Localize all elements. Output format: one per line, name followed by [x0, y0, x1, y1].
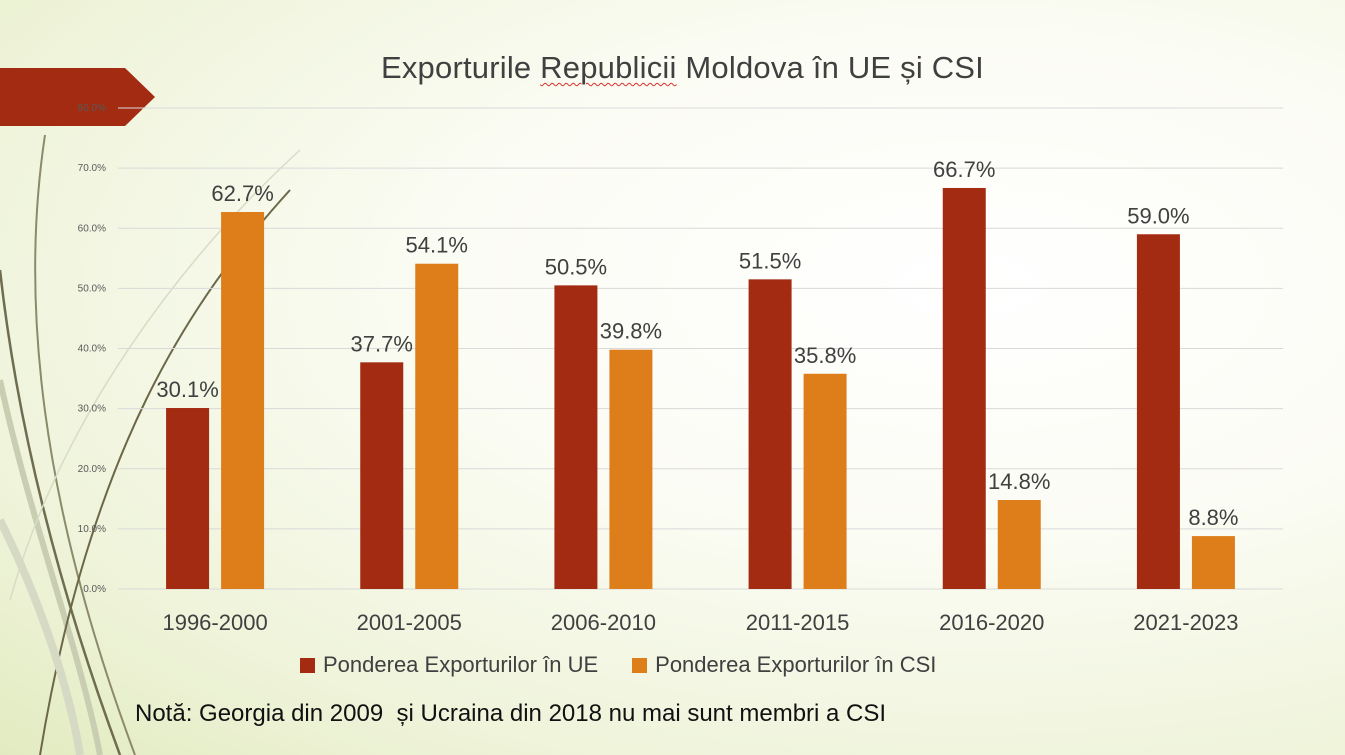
title-banner-arrow — [0, 68, 155, 126]
bar-csi — [803, 373, 847, 589]
category-label: 2021-2023 — [1133, 610, 1238, 635]
data-label: 59.0% — [1127, 203, 1189, 228]
legend: Ponderea Exporturilor în UE Ponderea Exp… — [300, 652, 936, 678]
data-label: 37.7% — [351, 331, 413, 356]
y-tick-label: 10.0% — [78, 524, 106, 535]
chart-title: Exporturile Republicii Moldova în UE și … — [0, 50, 1345, 86]
legend-label-ue: Ponderea Exporturilor în UE — [323, 652, 599, 677]
legend-label-csi: Ponderea Exporturilor în CSI — [655, 652, 937, 677]
data-label: 54.1% — [406, 233, 468, 258]
bar-ue — [554, 285, 598, 589]
y-tick-label: 20.0% — [78, 464, 106, 475]
category-label: 2016-2020 — [939, 610, 1044, 635]
y-tick-label: 50.0% — [78, 283, 106, 294]
bar-ue — [942, 187, 986, 589]
data-label: 62.7% — [211, 181, 273, 206]
y-tick-label: 40.0% — [78, 344, 106, 355]
title-part-1: Exporturile — [380, 50, 541, 85]
data-label: 39.8% — [600, 319, 662, 344]
category-label: 2001-2005 — [357, 610, 462, 635]
bar-csi — [1191, 536, 1235, 589]
category-label: 2011-2015 — [746, 610, 850, 635]
data-label: 35.8% — [794, 343, 856, 368]
bar-csi — [221, 212, 265, 590]
bar-ue — [360, 362, 404, 589]
y-tick-label: 30.0% — [78, 404, 106, 415]
y-tick-label: 70.0% — [78, 163, 106, 174]
y-axis-ticks: 0.0% 10.0% 20.0% 30.0% 40.0% 50.0% 60.0% 70.0% 8… — [78, 103, 106, 595]
category-label: 1996-2000 — [162, 610, 267, 635]
data-label: 66.7% — [933, 157, 995, 182]
gridlines — [118, 107, 1283, 590]
legend-item-csi: Ponderea Exporturilor în CSI — [632, 652, 936, 678]
bar-csi — [609, 349, 653, 589]
data-label: 51.5% — [739, 248, 801, 273]
bar-csi — [997, 500, 1041, 589]
legend-swatch-ue — [300, 657, 315, 673]
title-part-2: Republicii — [540, 50, 677, 85]
bar-ue — [748, 279, 792, 589]
legend-swatch-csi — [632, 657, 648, 673]
footnote: Notă: Georgia din 2009 și Ucraina din 20… — [135, 700, 887, 727]
legend-item-ue: Ponderea Exporturilor în UE — [300, 652, 598, 678]
bars — [166, 187, 1235, 590]
data-label: 8.8% — [1188, 505, 1238, 530]
bar-ue — [166, 408, 210, 589]
title-part-3: Moldova în UE și CSI — [676, 50, 984, 85]
category-label: 2006-2010 — [551, 610, 656, 635]
y-tick-label: 0.0% — [83, 584, 106, 595]
y-tick-label: 60.0% — [78, 223, 106, 234]
y-tick-label: 80.0% — [78, 103, 106, 114]
data-label: 14.8% — [988, 469, 1050, 494]
data-label: 50.5% — [545, 254, 607, 279]
bar-ue — [1136, 234, 1180, 589]
data-label: 30.1% — [156, 377, 218, 402]
x-axis-categories: 1996-2000 2001-2005 2006-2010 2011-2015 2016… — [162, 610, 1238, 635]
bar-csi — [415, 263, 459, 589]
data-labels: 30.1% 62.7% 37.7% 54.1% 50.5% 39.8% 51.5% 35.8%… — [156, 157, 1238, 530]
